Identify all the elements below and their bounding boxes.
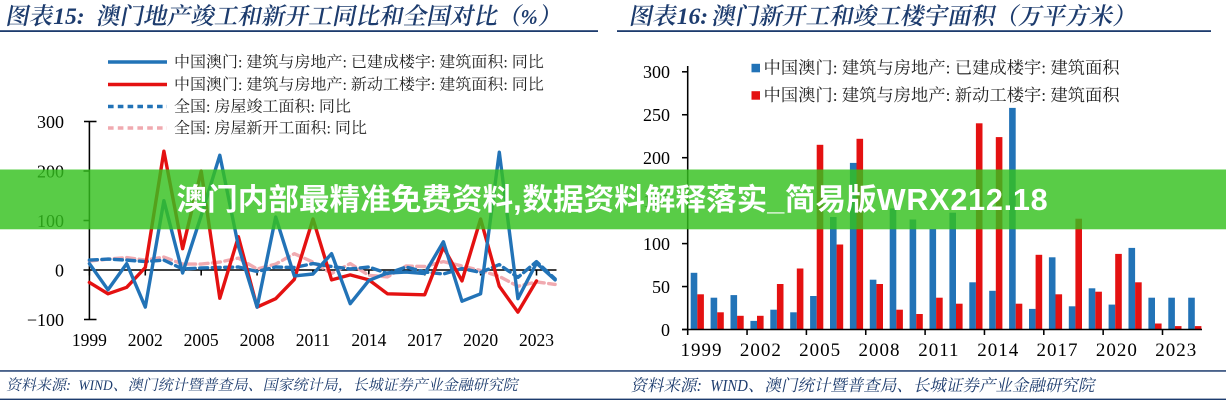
svg-text::: :	[326, 120, 330, 137]
svg-text::: :	[431, 77, 435, 94]
svg-text:2008: 2008	[859, 340, 901, 361]
svg-text::: :	[697, 376, 703, 395]
svg-text:2020: 2020	[1096, 340, 1138, 361]
svg-text::: :	[833, 59, 838, 78]
svg-text:WIND: WIND	[710, 376, 748, 395]
svg-text:1999: 1999	[72, 330, 107, 350]
svg-text:2002: 2002	[128, 330, 163, 350]
svg-text:250: 250	[643, 105, 670, 125]
svg-text:2014: 2014	[977, 340, 1019, 361]
svg-text::: :	[833, 86, 838, 105]
svg-text:,: ,	[513, 183, 522, 217]
svg-text:−100: −100	[27, 310, 64, 330]
svg-text:100: 100	[643, 234, 670, 254]
svg-text:300: 300	[643, 62, 670, 82]
svg-text::: :	[206, 120, 210, 137]
svg-text:2017: 2017	[1037, 340, 1079, 361]
svg-text:WIND: WIND	[78, 378, 112, 394]
svg-text:16:: 16:	[677, 4, 708, 30]
svg-text:0: 0	[55, 260, 64, 280]
svg-text:1999: 1999	[681, 340, 723, 361]
svg-text:300: 300	[37, 112, 64, 132]
svg-text:200: 200	[643, 148, 670, 168]
svg-text:2011: 2011	[918, 340, 959, 361]
svg-text::: :	[238, 77, 242, 94]
svg-text::: :	[503, 77, 507, 94]
svg-text:WRX212.18: WRX212.18	[877, 183, 1049, 217]
svg-text::: :	[1041, 86, 1046, 105]
svg-text:50: 50	[652, 277, 670, 297]
svg-text:2020: 2020	[463, 330, 498, 350]
svg-text::: :	[310, 99, 314, 116]
svg-text::: :	[342, 77, 346, 94]
svg-text:2008: 2008	[240, 330, 275, 350]
svg-text:15:: 15:	[53, 4, 84, 30]
svg-text:_: _	[766, 183, 785, 217]
svg-text::: :	[946, 59, 951, 78]
svg-text:2023: 2023	[519, 330, 554, 350]
svg-text:0: 0	[661, 320, 670, 340]
svg-text:2005: 2005	[184, 330, 219, 350]
svg-text:2014: 2014	[351, 330, 386, 350]
svg-text::: :	[342, 54, 346, 71]
svg-text:2011: 2011	[296, 330, 330, 350]
svg-text::: :	[503, 54, 507, 71]
svg-text:2017: 2017	[407, 330, 442, 350]
svg-text::: :	[431, 54, 435, 71]
svg-text::: :	[946, 86, 951, 105]
svg-text:2023: 2023	[1155, 340, 1197, 361]
svg-text:%: %	[520, 7, 537, 29]
svg-text::: :	[66, 378, 71, 394]
svg-text:2002: 2002	[740, 340, 782, 361]
svg-text:2005: 2005	[799, 340, 841, 361]
svg-text::: :	[238, 54, 242, 71]
svg-text::: :	[206, 99, 210, 116]
svg-text::: :	[1041, 59, 1046, 78]
